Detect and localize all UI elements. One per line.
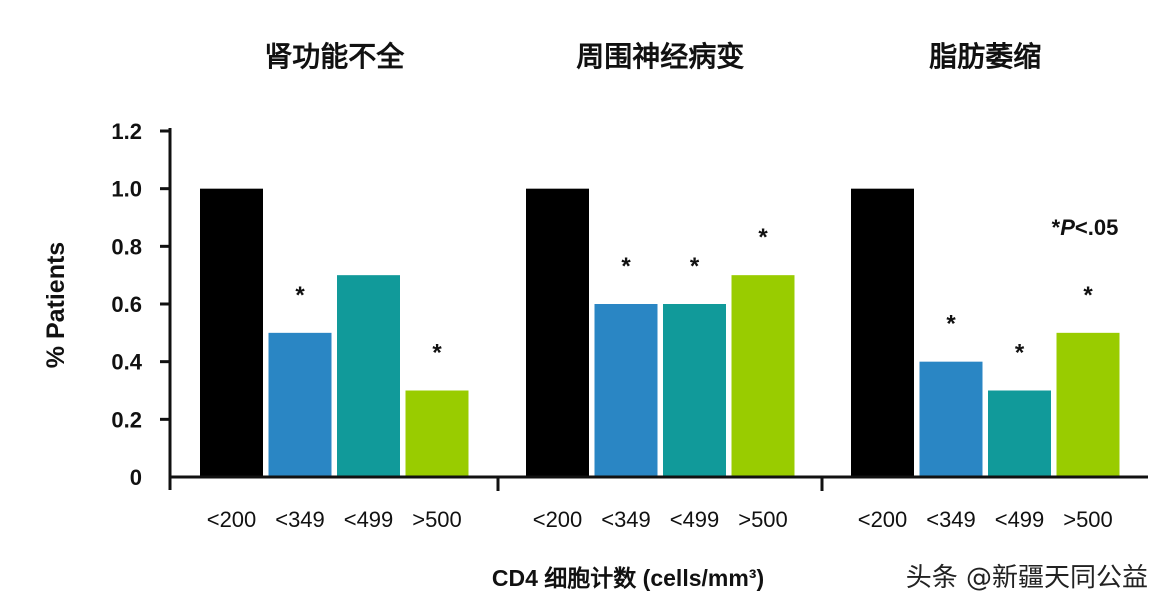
category-label: <349 — [601, 507, 651, 532]
significance-star: * — [432, 340, 442, 367]
category-label: <499 — [670, 507, 720, 532]
bar — [337, 275, 400, 477]
x-axis-label: CD4 细胞计数 (cells/mm³) — [492, 565, 764, 591]
annotation-p: P — [1060, 215, 1075, 240]
y-axis-label: % Patients — [42, 242, 70, 368]
bar — [731, 275, 795, 477]
annotation-star: * — [1052, 215, 1061, 240]
category-label: >500 — [738, 507, 788, 532]
category-label: <349 — [926, 507, 976, 532]
panel-title: 脂肪萎缩 — [929, 40, 1041, 72]
bar — [663, 304, 726, 477]
watermark: 头条 @新疆天同公益 — [906, 563, 1148, 593]
panel-title: 肾功能不全 — [264, 40, 405, 72]
y-tick-label: 0.8 — [111, 234, 142, 259]
category-label: <499 — [995, 507, 1045, 532]
significance-star: * — [1015, 340, 1025, 367]
y-tick-label: 0.6 — [111, 292, 142, 317]
y-tick-label: 1.0 — [111, 177, 142, 202]
category-label: <200 — [207, 507, 257, 532]
category-label: <200 — [533, 507, 583, 532]
panel: 肾功能不全 <200 * <349 <499 * >500 — [200, 40, 469, 532]
significance-star: * — [690, 253, 700, 280]
bar — [851, 188, 914, 477]
y-tick-label: 0.2 — [111, 407, 142, 432]
category-label: >500 — [412, 507, 462, 532]
bar — [526, 188, 589, 477]
bar — [594, 304, 658, 477]
bar — [1056, 332, 1120, 477]
significance-annotation: *P<.05 — [1052, 215, 1119, 240]
bar — [988, 390, 1051, 477]
y-tick-label: 0.4 — [111, 350, 142, 375]
bar — [200, 188, 263, 477]
significance-star: * — [621, 253, 631, 280]
significance-star: * — [1083, 282, 1093, 309]
category-label: <499 — [344, 507, 394, 532]
significance-star: * — [758, 224, 768, 251]
panel: 周围神经病变 <200 * <349 * <499 * >500 — [526, 40, 795, 532]
category-label: >500 — [1063, 507, 1113, 532]
y-tick-label: 1.2 — [111, 119, 142, 144]
significance-star: * — [295, 282, 305, 309]
y-tick-label: 0 — [130, 465, 142, 490]
bar — [268, 332, 332, 477]
bar — [919, 361, 983, 477]
category-label: <200 — [858, 507, 908, 532]
panel-title: 周围神经病变 — [576, 40, 744, 72]
panel: 脂肪萎缩 <200 * <349 * <499 * >500 — [851, 40, 1120, 532]
category-label: <349 — [275, 507, 325, 532]
bar — [405, 390, 469, 477]
significance-star: * — [946, 311, 956, 338]
annotation-threshold: <.05 — [1075, 215, 1118, 240]
